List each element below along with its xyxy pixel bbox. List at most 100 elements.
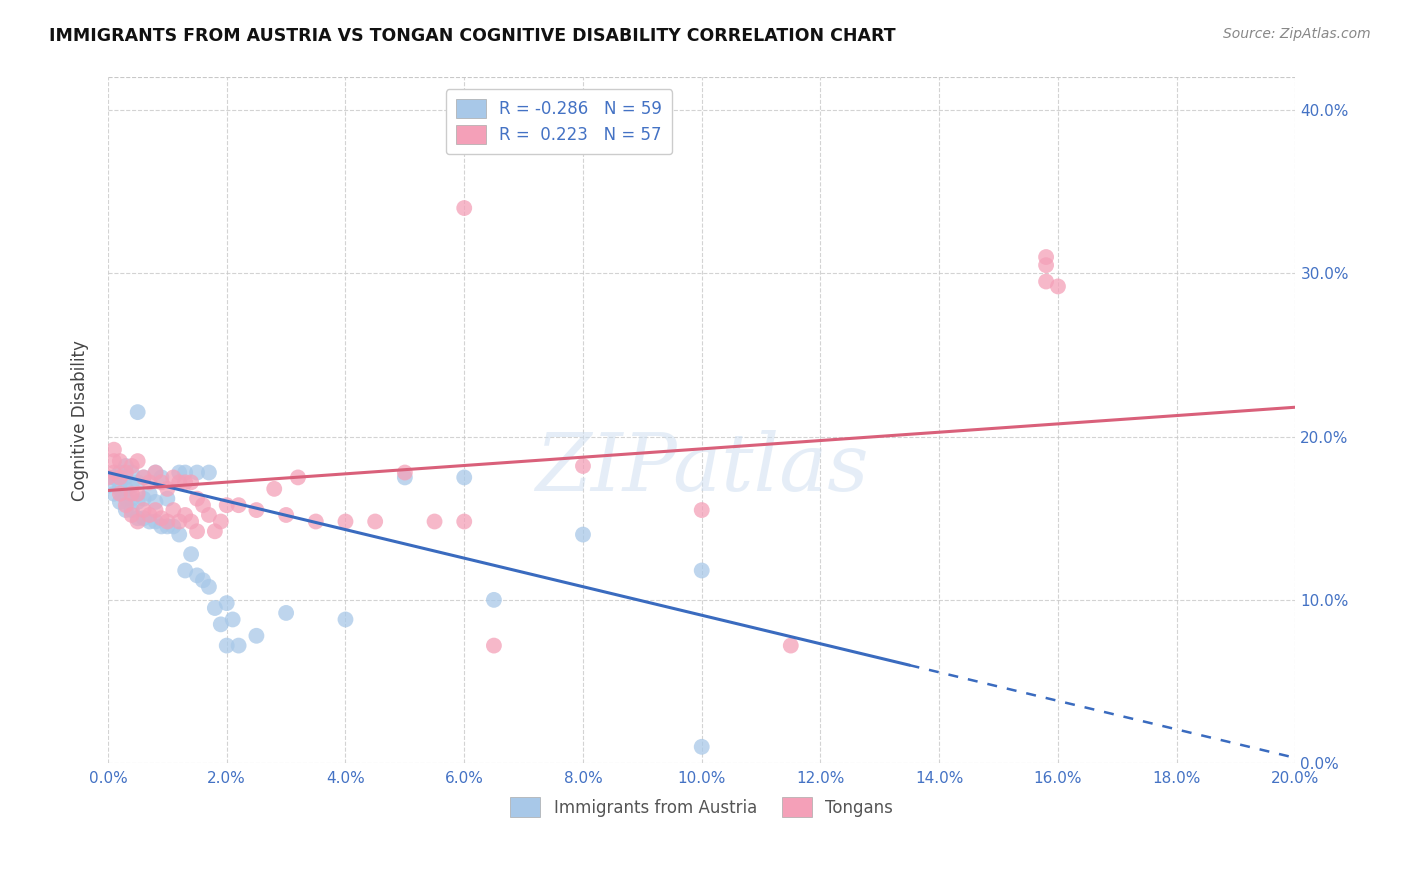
Point [138, 508, 160, 522]
Point [103, 487, 125, 501]
Point [174, 564, 197, 578]
Point [274, 508, 297, 522]
Point [121, 503, 143, 517]
Point [167, 466, 190, 480]
Point [221, 612, 243, 626]
Point [204, 601, 226, 615]
Point [156, 482, 179, 496]
Point [114, 491, 136, 506]
Point [1035, 258, 1057, 272]
Point [228, 498, 250, 512]
Point [145, 466, 167, 480]
Point [127, 511, 149, 525]
Point [215, 498, 238, 512]
Text: Source: ZipAtlas.com: Source: ZipAtlas.com [1223, 27, 1371, 41]
Point [121, 458, 143, 473]
Point [453, 201, 475, 215]
Point [108, 454, 131, 468]
Point [690, 564, 713, 578]
Point [364, 515, 387, 529]
Y-axis label: Cognitive Disability: Cognitive Disability [72, 340, 89, 500]
Point [198, 508, 221, 522]
Point [121, 491, 143, 506]
Point [209, 617, 232, 632]
Point [482, 639, 505, 653]
Point [150, 475, 173, 490]
Point [132, 470, 155, 484]
Point [690, 503, 713, 517]
Point [335, 515, 357, 529]
Point [127, 515, 149, 529]
Point [108, 495, 131, 509]
Point [191, 574, 214, 588]
Point [204, 524, 226, 539]
Point [138, 515, 160, 529]
Point [145, 503, 167, 517]
Point [121, 478, 143, 492]
Point [97, 470, 120, 484]
Point [174, 475, 197, 490]
Point [274, 606, 297, 620]
Point [245, 629, 267, 643]
Point [145, 466, 167, 480]
Point [97, 478, 120, 492]
Point [162, 519, 184, 533]
Point [145, 495, 167, 509]
Point [1046, 279, 1069, 293]
Point [132, 491, 155, 506]
Point [114, 458, 136, 473]
Point [198, 580, 221, 594]
Point [108, 487, 131, 501]
Point [121, 466, 143, 480]
Point [156, 515, 179, 529]
Point [114, 498, 136, 512]
Point [779, 639, 801, 653]
Point [132, 511, 155, 525]
Point [156, 491, 179, 506]
Point [174, 508, 197, 522]
Point [103, 470, 125, 484]
Point [180, 475, 202, 490]
Point [114, 482, 136, 496]
Point [263, 482, 285, 496]
Point [228, 639, 250, 653]
Point [180, 547, 202, 561]
Point [108, 470, 131, 484]
Point [1035, 275, 1057, 289]
Point [186, 568, 208, 582]
Point [1035, 250, 1057, 264]
Point [127, 475, 149, 490]
Point [453, 515, 475, 529]
Point [191, 498, 214, 512]
Point [305, 515, 328, 529]
Legend: Immigrants from Austria, Tongans: Immigrants from Austria, Tongans [503, 791, 900, 823]
Point [335, 612, 357, 626]
Point [108, 466, 131, 480]
Point [150, 470, 173, 484]
Point [127, 495, 149, 509]
Point [167, 515, 190, 529]
Point [103, 466, 125, 480]
Point [198, 466, 221, 480]
Point [186, 524, 208, 539]
Point [167, 527, 190, 541]
Point [453, 470, 475, 484]
Point [132, 503, 155, 517]
Point [215, 596, 238, 610]
Point [150, 511, 173, 525]
Point [482, 592, 505, 607]
Point [103, 442, 125, 457]
Point [572, 527, 595, 541]
Point [121, 487, 143, 501]
Text: ZIPatlas: ZIPatlas [534, 430, 869, 507]
Point [180, 515, 202, 529]
Point [114, 470, 136, 484]
Point [114, 466, 136, 480]
Point [108, 475, 131, 490]
Point [394, 470, 416, 484]
Point [174, 466, 197, 480]
Point [127, 405, 149, 419]
Point [150, 519, 173, 533]
Point [127, 454, 149, 468]
Point [394, 466, 416, 480]
